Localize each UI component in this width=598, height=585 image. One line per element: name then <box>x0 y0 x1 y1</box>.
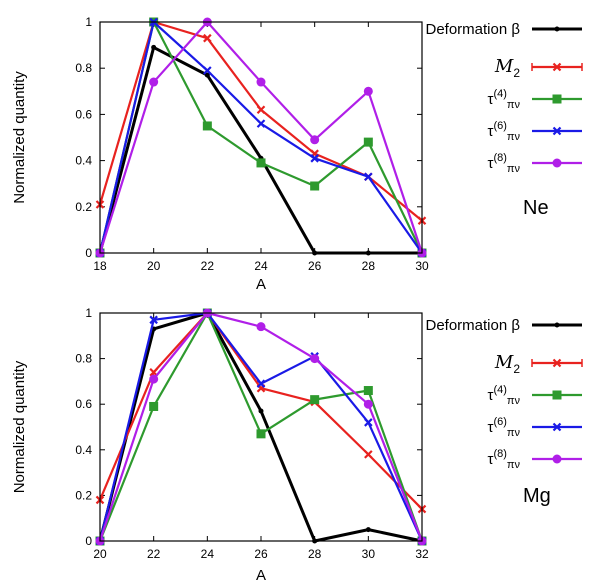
data-point <box>256 429 266 439</box>
data-point <box>363 386 373 396</box>
legend-label: τ(6)πν <box>488 416 521 439</box>
data-point <box>364 450 373 459</box>
legend-label: τ(4)πν <box>488 384 521 407</box>
y-tick-label: 0.4 <box>75 443 92 457</box>
y-tick-label: 0.6 <box>75 397 92 411</box>
series-line <box>98 20 424 254</box>
data-point <box>310 154 319 163</box>
series-4 <box>95 17 427 258</box>
y-tick-label: 0.6 <box>75 107 92 121</box>
nucleus-label: Ne <box>523 197 549 219</box>
legend-label: Deformation β <box>426 317 521 334</box>
series-3 <box>95 17 427 258</box>
legend-marker <box>552 422 562 432</box>
data-point <box>204 72 210 78</box>
data-point <box>149 401 159 411</box>
legend-label: M2 <box>494 352 520 376</box>
x-tick-label: 20 <box>93 547 107 561</box>
series-1 <box>95 17 427 225</box>
legend-label: τ(8)πν <box>488 152 521 175</box>
data-point <box>149 374 159 384</box>
legend-marker <box>554 26 560 32</box>
data-point <box>363 399 373 409</box>
data-point <box>310 135 320 145</box>
legend-label: τ(4)πν <box>488 88 521 111</box>
x-tick-label: 30 <box>415 259 429 273</box>
x-tick-label: 22 <box>201 259 215 273</box>
legend-marker <box>552 358 562 368</box>
y-tick-label: 0 <box>85 534 92 548</box>
data-point <box>310 354 320 364</box>
data-point <box>364 172 373 182</box>
x-tick-label: 18 <box>93 259 107 273</box>
data-point <box>310 181 320 191</box>
legend-marker <box>552 390 562 400</box>
data-point <box>203 33 212 43</box>
legend-marker <box>552 126 562 136</box>
y-tick-label: 0.2 <box>75 200 92 214</box>
x-tick-label: 20 <box>147 259 161 273</box>
y-tick-label: 0 <box>85 246 92 260</box>
data-point <box>256 379 266 388</box>
data-point <box>310 395 320 405</box>
x-tick-label: 24 <box>254 259 268 273</box>
legend-marker <box>552 158 562 168</box>
data-point <box>256 322 266 332</box>
x-tick-label: 28 <box>362 259 376 273</box>
y-tick-label: 0.8 <box>75 352 92 366</box>
data-point <box>203 66 212 75</box>
series-line <box>98 311 423 543</box>
series-line <box>98 20 423 222</box>
x-tick-label: 26 <box>308 259 322 273</box>
legend-marker <box>552 454 562 464</box>
data-point <box>151 44 157 50</box>
data-point <box>256 119 266 128</box>
series-line <box>98 20 423 254</box>
data-point <box>149 315 158 325</box>
x-tick-label: 24 <box>201 547 215 561</box>
data-point <box>363 86 373 96</box>
series-0 <box>97 44 425 256</box>
nucleus-label: Mg <box>523 485 551 507</box>
legend-label: τ(8)πν <box>488 448 521 471</box>
x-tick-label: 28 <box>308 547 322 561</box>
x-tick-label: 26 <box>254 547 268 561</box>
plot-frame <box>99 21 423 254</box>
data-point <box>256 77 266 87</box>
y-axis-label: Normalized quantity <box>11 360 28 493</box>
y-tick-label: 1 <box>85 15 92 29</box>
data-point <box>364 418 373 427</box>
data-point <box>258 408 264 414</box>
x-axis-label: A <box>256 276 266 293</box>
chart-panel-mg: 20 22 24 26 28 30 32 0 0.2 0.4 0.6 0.8 1 A Normalized … <box>11 306 583 584</box>
y-axis-label: Normalized quantity <box>11 71 28 204</box>
legend-marker <box>552 62 562 72</box>
legend: Deformation β M2 τ(4)πν τ(6)πν τ(8)πν <box>426 317 583 471</box>
legend-label: Deformation β <box>426 21 521 38</box>
data-point <box>256 158 266 168</box>
plot-frame <box>99 312 423 542</box>
legend: Deformation β M2 τ(4)πν τ(6)πν τ(8)πν <box>426 21 583 175</box>
x-tick-label: 30 <box>362 547 376 561</box>
x-axis-label: A <box>256 567 266 584</box>
y-tick-label: 0.8 <box>75 61 92 75</box>
legend-label: M2 <box>494 56 520 80</box>
data-point <box>202 121 212 131</box>
data-point <box>256 105 266 115</box>
x-tick-label: 22 <box>147 547 161 561</box>
data-point <box>149 77 159 87</box>
data-point <box>365 527 371 533</box>
legend-label: τ(6)πν <box>488 120 521 143</box>
y-tick-label: 0.2 <box>75 488 92 502</box>
y-tick-label: 1 <box>85 306 92 320</box>
chart-panel-ne: 18 20 22 24 26 28 30 0 0.2 0.4 0.6 0.8 1 A Normalized … <box>11 15 583 293</box>
legend-marker <box>554 322 560 328</box>
y-tick-label: 0.4 <box>75 154 92 168</box>
series-line <box>98 20 423 254</box>
legend-marker <box>552 94 562 104</box>
data-point <box>363 137 373 147</box>
x-tick-label: 32 <box>415 547 429 561</box>
